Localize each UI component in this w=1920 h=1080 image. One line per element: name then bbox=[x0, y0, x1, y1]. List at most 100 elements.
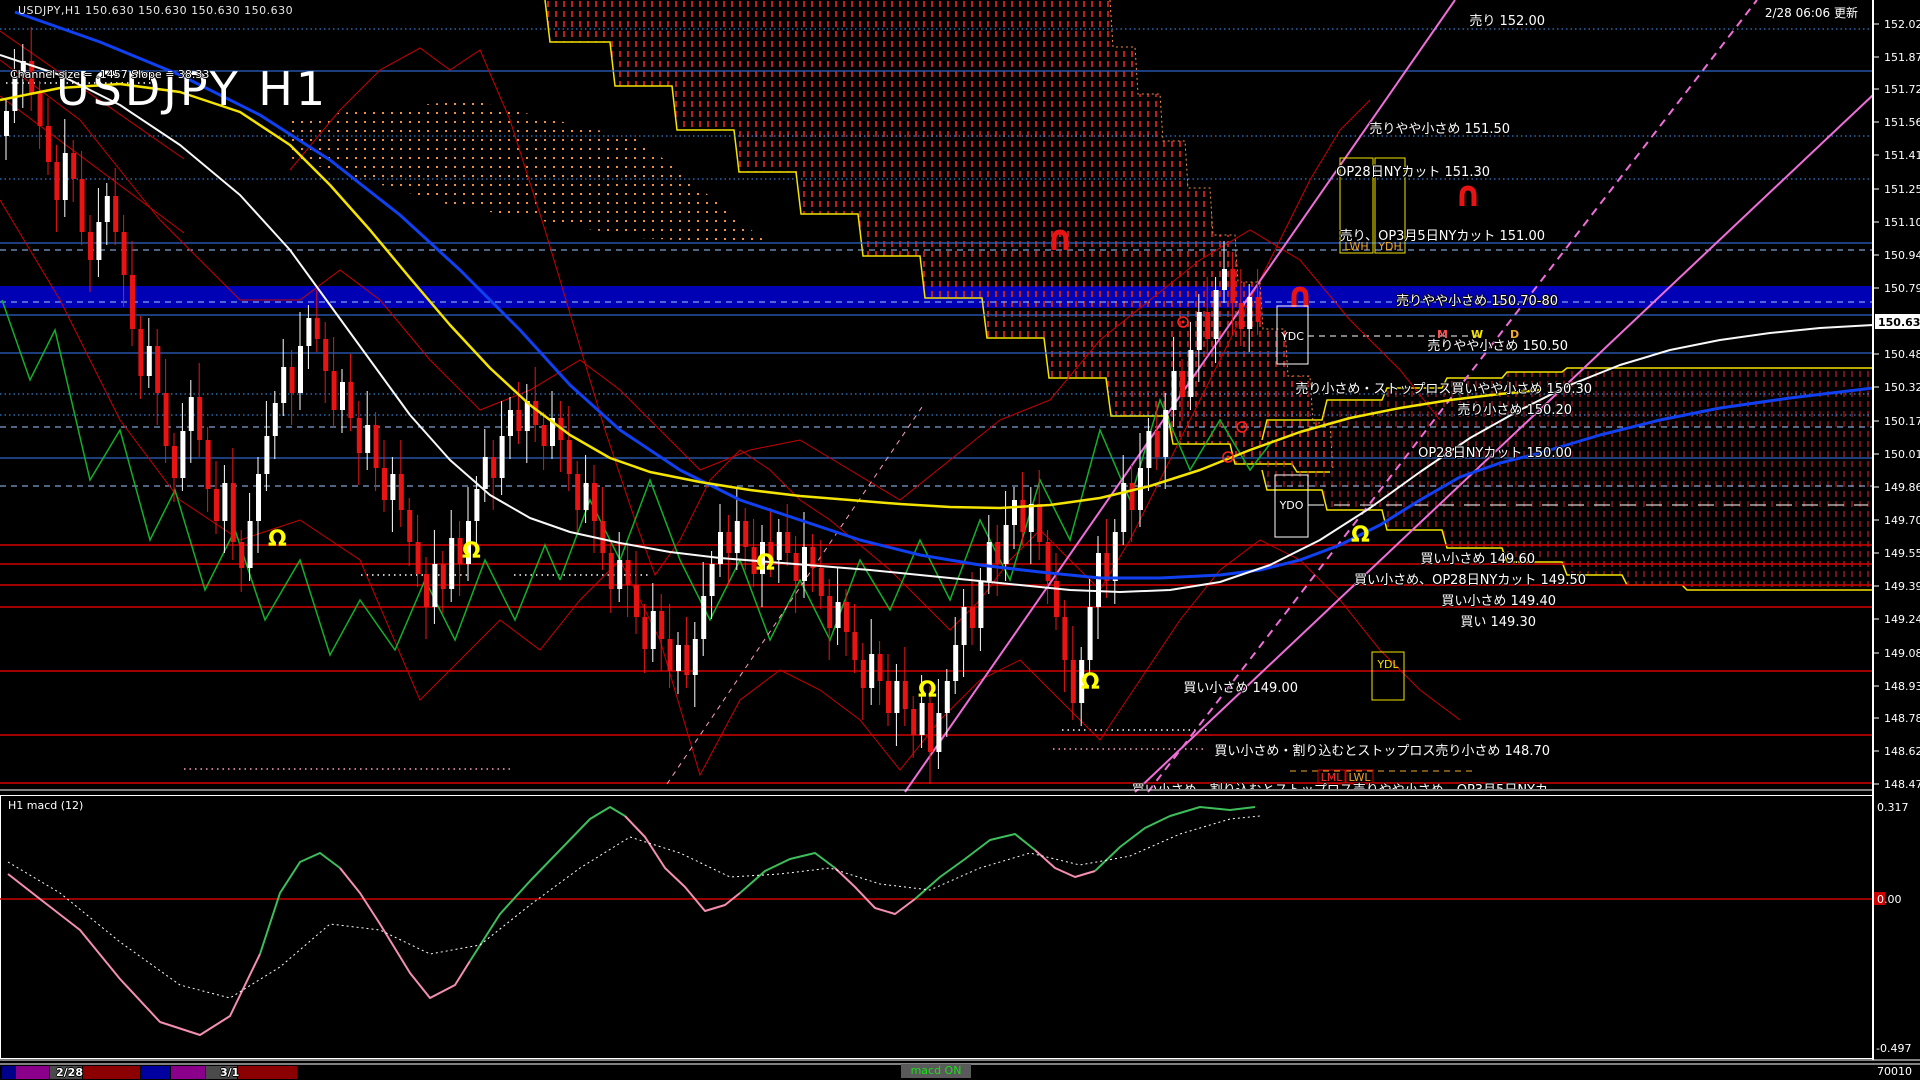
macd-toggle-button[interactable]: macd ON bbox=[901, 1064, 971, 1078]
price-axis-label: 149.085 bbox=[1884, 647, 1920, 660]
candle-body bbox=[953, 645, 959, 681]
price-annotation: 売り小さめ 150.20 bbox=[1457, 403, 1572, 418]
ichimoku-cloud-main bbox=[545, 0, 1333, 472]
candle-body bbox=[46, 126, 51, 162]
timeline-session-block bbox=[171, 1066, 205, 1079]
candle-body bbox=[323, 339, 329, 371]
candle-body bbox=[214, 489, 219, 521]
price-annotation: 売りやや小さめ 150.50 bbox=[1427, 339, 1568, 354]
signal-ring-dot bbox=[1181, 320, 1185, 324]
candle-body bbox=[37, 93, 43, 126]
candle-body bbox=[382, 468, 387, 500]
candle-body bbox=[1213, 290, 1219, 339]
candle-body bbox=[726, 532, 732, 553]
price-annotation: OP28日NYカット 150.00 bbox=[1418, 446, 1572, 461]
price-axis-label: 150.015 bbox=[1884, 448, 1920, 461]
candle-body bbox=[348, 382, 354, 418]
future-cloud-top bbox=[1261, 367, 1873, 441]
price-axis-label: 148.625 bbox=[1884, 745, 1920, 758]
candle-body bbox=[844, 602, 849, 632]
candle-body bbox=[331, 371, 337, 410]
level-box-label: LWL bbox=[1348, 771, 1371, 784]
macd-zero-label: 0.00 bbox=[1877, 893, 1902, 906]
level-box-ydh bbox=[1374, 157, 1406, 254]
signal-ring-icon bbox=[1177, 316, 1189, 328]
price-annotation: 買い小さめ、OP28日NYカット 149.50 bbox=[1354, 573, 1586, 588]
level-box-lwl bbox=[1345, 769, 1374, 785]
price-annotation: 買い小さめ 149.60 bbox=[1420, 552, 1535, 567]
timeline-session-block bbox=[206, 1066, 237, 1079]
buy-omega-icon: Ω bbox=[462, 539, 481, 564]
price-axis-label: 149.395 bbox=[1884, 580, 1920, 593]
current-price-label: 150.630 bbox=[1878, 316, 1920, 329]
candle-body bbox=[407, 510, 413, 542]
price-axis-label: 151.720 bbox=[1884, 83, 1920, 96]
candle-body bbox=[1054, 581, 1059, 617]
signal-ring-dot bbox=[1240, 425, 1244, 429]
candle-body bbox=[667, 639, 673, 671]
envelope-line bbox=[0, 30, 185, 160]
candle-body bbox=[415, 542, 421, 574]
sell-arrow-icon bbox=[1291, 286, 1309, 307]
candle-body bbox=[499, 436, 505, 478]
timeline-session-block bbox=[16, 1066, 49, 1079]
candle-body bbox=[1062, 617, 1068, 660]
candle-body bbox=[860, 660, 866, 688]
candle-body bbox=[314, 318, 320, 339]
price-axis-label: 150.170 bbox=[1884, 415, 1920, 428]
candle-body bbox=[466, 521, 471, 564]
pivot-letter: D bbox=[1510, 328, 1519, 341]
candle-body bbox=[734, 521, 740, 553]
macd-line-segment bbox=[259, 852, 341, 955]
level-box-ydc bbox=[1276, 305, 1309, 365]
candle-body bbox=[121, 232, 127, 275]
candle-body bbox=[634, 585, 639, 617]
macd-max-label: 0.317 bbox=[1877, 801, 1909, 814]
candle-body bbox=[1180, 371, 1185, 397]
candle-body bbox=[625, 560, 631, 585]
candle-body bbox=[390, 474, 396, 500]
candle-body bbox=[482, 457, 488, 489]
candle-body bbox=[1196, 312, 1202, 350]
envelope-line bbox=[0, 199, 1461, 777]
candle-body bbox=[928, 703, 933, 752]
candle-body bbox=[550, 418, 555, 446]
candle-body bbox=[20, 61, 26, 76]
candle-body bbox=[398, 474, 404, 510]
timeline-session-block bbox=[83, 1066, 140, 1079]
candle-body bbox=[575, 474, 581, 510]
signal-ring-icon bbox=[1236, 421, 1248, 433]
macd-line-segment bbox=[1034, 849, 1096, 878]
candle-body bbox=[936, 713, 942, 752]
candle-body bbox=[424, 574, 429, 607]
candle-body bbox=[961, 607, 967, 645]
timeline-session-block bbox=[238, 1066, 297, 1079]
symbol-ohlc-readout: USDJPY,H1 150.630 150.630 150.630 150.63… bbox=[18, 4, 294, 17]
buy-omega-icon: Ω bbox=[268, 527, 287, 552]
price-axis-label: 148.930 bbox=[1884, 680, 1920, 693]
candle-body bbox=[1205, 312, 1211, 339]
timeline-session-block bbox=[50, 1066, 82, 1079]
candle-body bbox=[4, 111, 9, 136]
candle-body bbox=[718, 532, 723, 564]
price-annotation: 売り、OP3月5日NYカット 151.00 bbox=[1339, 229, 1545, 244]
price-axis-label: 151.255 bbox=[1884, 183, 1920, 196]
candle-body bbox=[970, 607, 975, 628]
candle-body bbox=[29, 61, 35, 93]
envelope-line bbox=[0, 59, 1441, 501]
pivot-letter: W bbox=[1471, 328, 1483, 341]
candle-body bbox=[541, 425, 547, 446]
volume-corner-label: 70010 bbox=[1877, 1065, 1912, 1078]
candle-body bbox=[785, 532, 791, 553]
candle-body bbox=[911, 709, 917, 735]
candle-body bbox=[1045, 542, 1051, 581]
price-annotation: 買い小さめ 149.00 bbox=[1183, 681, 1298, 696]
candle-body bbox=[373, 425, 379, 468]
candle-body bbox=[113, 196, 119, 232]
price-axis-label: 149.550 bbox=[1884, 547, 1920, 560]
buy-omega-icon: Ω bbox=[918, 678, 937, 703]
macd-line-segment bbox=[1094, 806, 1256, 872]
candle-body bbox=[222, 483, 228, 521]
candle-body bbox=[524, 401, 530, 431]
